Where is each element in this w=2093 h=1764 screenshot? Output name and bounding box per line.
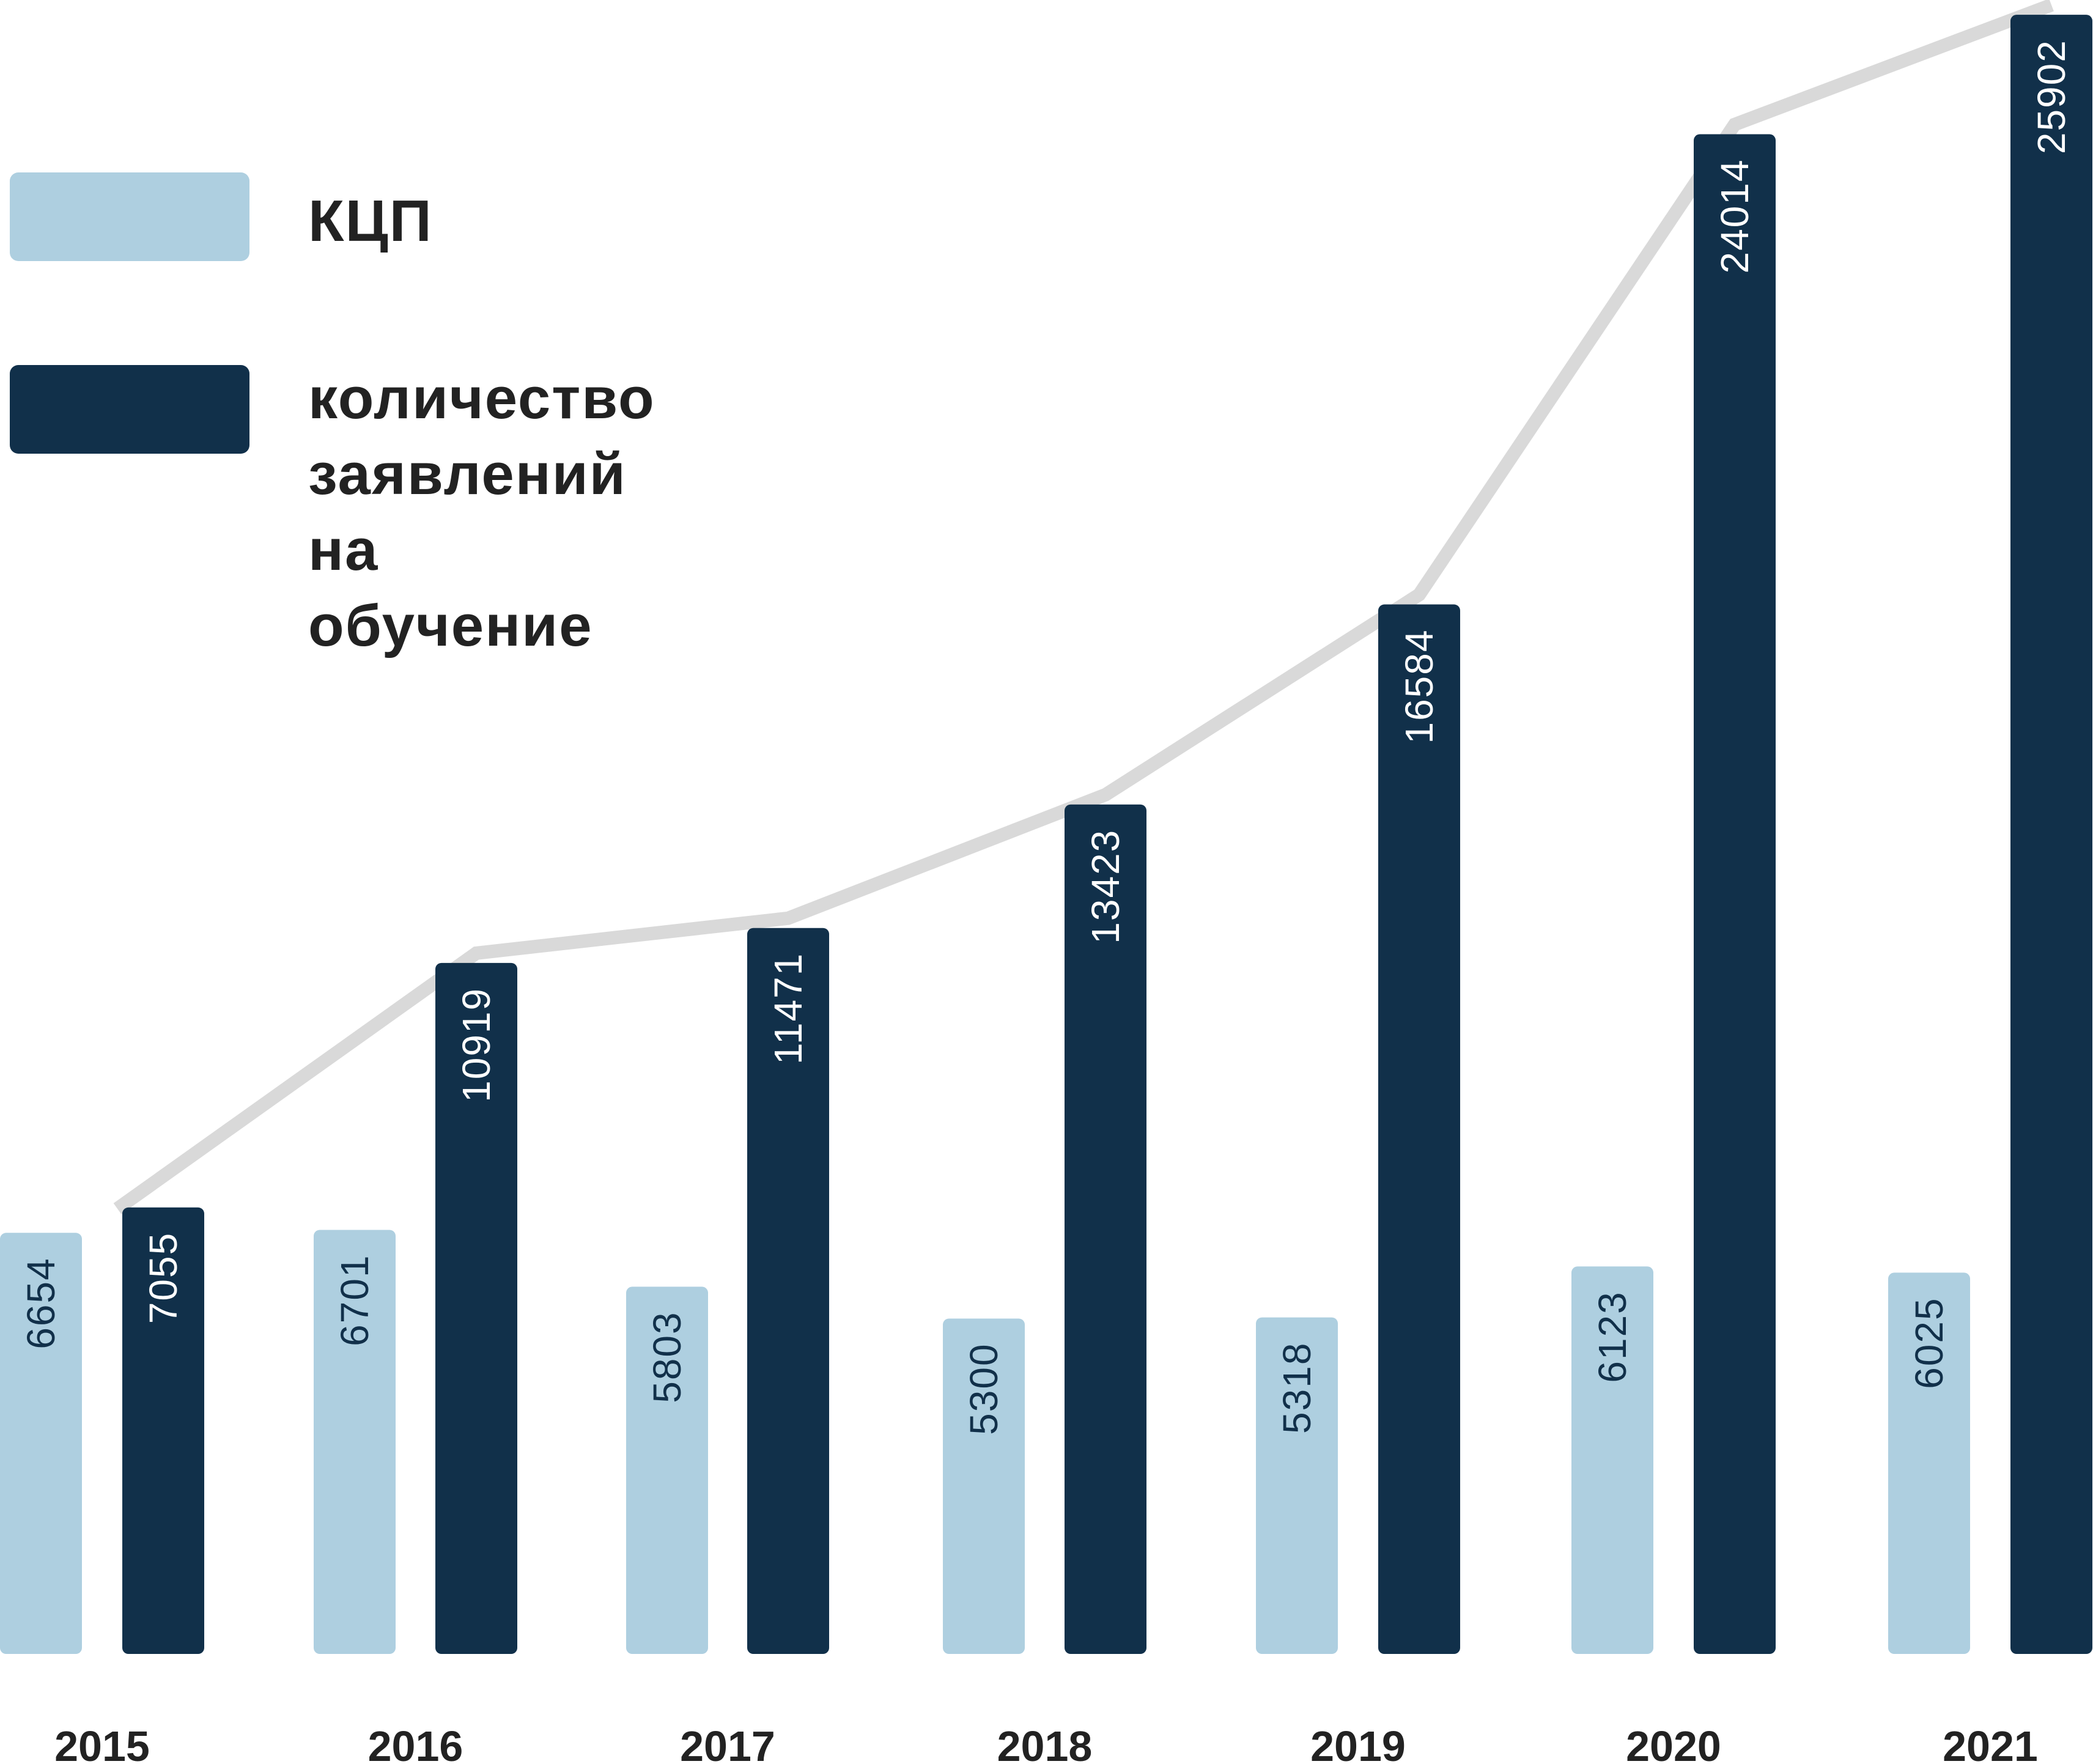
x-tick-label-2017: 2017 — [680, 1722, 775, 1764]
bar-applications-2021 — [2010, 15, 2092, 1654]
value-label-applications-2019: 16584 — [1397, 629, 1441, 744]
trend-line — [113, 0, 2054, 1214]
value-label-kcp-2018: 5300 — [962, 1343, 1006, 1434]
bar-kcp-2021 — [1888, 1272, 1970, 1654]
value-label-applications-2017: 11471 — [766, 953, 810, 1065]
value-label-kcp-2020: 6123 — [1590, 1291, 1634, 1382]
x-tick-label-2020: 2020 — [1626, 1722, 1721, 1764]
value-label-kcp-2019: 5318 — [1275, 1342, 1319, 1434]
value-label-kcp-2015: 6654 — [19, 1257, 63, 1349]
value-label-applications-2020: 24014 — [1713, 159, 1757, 274]
value-label-kcp-2021: 6025 — [1907, 1297, 1951, 1389]
value-label-kcp-2017: 5803 — [645, 1311, 689, 1403]
legend-swatch-applications — [10, 365, 249, 454]
x-tick-label-2018: 2018 — [997, 1722, 1093, 1764]
bar-applications-2019 — [1378, 604, 1460, 1654]
legend-label-kcp: КЦП — [308, 188, 433, 254]
bar-kcp-2016 — [314, 1230, 396, 1654]
bar-applications-2016 — [435, 962, 517, 1654]
x-tick-label-2019: 2019 — [1310, 1722, 1406, 1764]
bar-kcp-2017 — [626, 1286, 708, 1654]
value-label-applications-2018: 13423 — [1083, 829, 1128, 944]
bar-kcp-2020 — [1571, 1266, 1653, 1654]
x-tick-label-2021: 2021 — [1943, 1722, 2038, 1764]
bar-applications-2015 — [122, 1207, 204, 1654]
bar-kcp-2018 — [943, 1318, 1025, 1654]
bar-applications-2018 — [1065, 804, 1146, 1654]
bar-applications-2017 — [747, 928, 829, 1654]
legend-swatch-kcp — [10, 172, 249, 261]
bar-kcp-2019 — [1256, 1317, 1338, 1654]
x-tick-label-2015: 2015 — [54, 1722, 150, 1764]
bar-kcp-2015 — [0, 1233, 82, 1654]
x-tick-label-2016: 2016 — [368, 1722, 463, 1764]
value-label-applications-2021: 25902 — [2029, 39, 2073, 154]
legend-label-applications: количество заявлений на обучение — [308, 366, 655, 659]
value-label-kcp-2016: 6701 — [333, 1254, 377, 1346]
value-label-applications-2016: 10919 — [454, 987, 498, 1102]
value-label-applications-2015: 7055 — [141, 1232, 185, 1324]
bar-applications-2020 — [1694, 134, 1776, 1654]
